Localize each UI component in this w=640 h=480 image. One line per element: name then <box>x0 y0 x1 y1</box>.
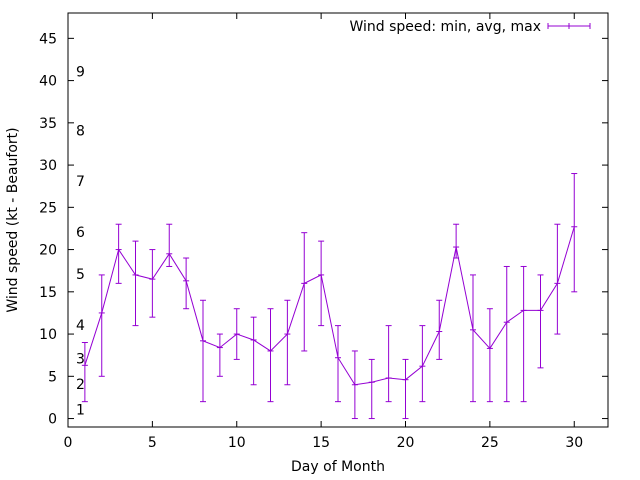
beaufort-label: 7 <box>76 174 85 190</box>
plot-border <box>67 12 609 428</box>
series-line <box>84 226 575 386</box>
x-tick-label: 30 <box>565 435 583 451</box>
y-tick-label: 0 <box>48 412 57 428</box>
x-tick-label: 10 <box>228 435 246 451</box>
beaufort-label: 3 <box>76 352 85 368</box>
beaufort-label: 4 <box>76 318 85 334</box>
beaufort-labels-layer: 1 2 3 4 5 6 7 8 9 <box>76 64 85 418</box>
beaufort-label: 2 <box>76 377 85 393</box>
x-axis-title: Day of Month <box>291 459 385 475</box>
y-tick-label: 35 <box>39 116 57 132</box>
y-tick-label: 25 <box>39 200 57 216</box>
y-tick-label: 15 <box>39 285 57 301</box>
beaufort-label: 5 <box>76 267 85 283</box>
legend: Wind speed: min, avg, max <box>349 19 591 35</box>
y-axis-title: Wind speed (kt - Beaufort) <box>5 127 21 312</box>
y-tick-label: 10 <box>39 327 57 343</box>
series-layer <box>81 173 578 420</box>
y-tick-label: 30 <box>39 158 57 174</box>
beaufort-label: 1 <box>76 402 85 418</box>
legend-label: Wind speed: min, avg, max <box>349 19 541 35</box>
x-tick-label: 25 <box>481 435 499 451</box>
x-tick-label: 0 <box>64 435 73 451</box>
beaufort-label: 8 <box>76 123 85 139</box>
y-tick-label: 40 <box>39 74 57 90</box>
y-tick-label: 5 <box>48 369 57 385</box>
beaufort-label: 6 <box>76 225 85 241</box>
x-tick-label: 20 <box>397 435 415 451</box>
x-tick-label: 15 <box>312 435 330 451</box>
x-tick-label: 5 <box>148 435 157 451</box>
y-tick-label: 20 <box>39 243 57 259</box>
beaufort-label: 9 <box>76 64 85 80</box>
y-tick-label: 45 <box>39 31 57 47</box>
